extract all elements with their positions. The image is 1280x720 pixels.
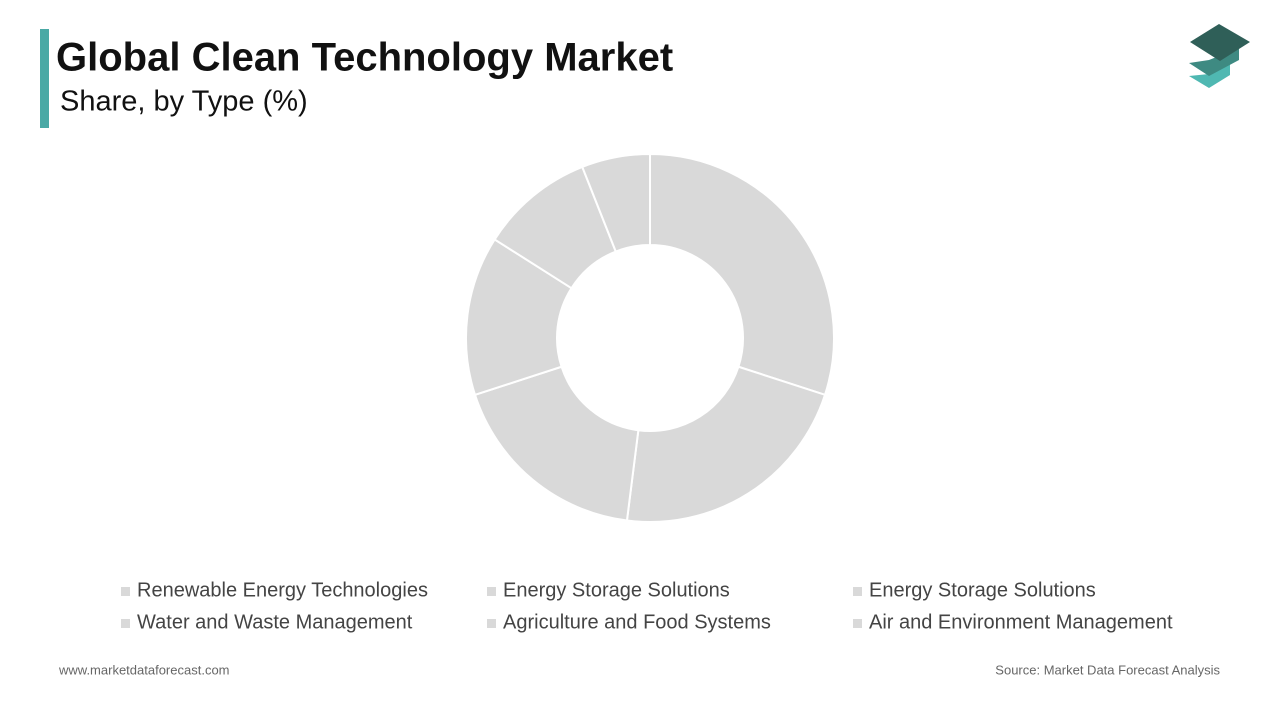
title-accent [40,29,49,128]
legend-marker [853,587,862,596]
donut-slice [625,365,827,523]
logo [1189,24,1250,88]
legend-marker [487,619,496,628]
legend-label: Water and Waste Management [137,611,413,633]
donut-slice [473,365,640,522]
legend-label: Energy Storage Solutions [503,579,730,601]
legend-label: Renewable Energy Technologies [137,579,428,601]
legend-marker [121,587,130,596]
source: Source: Market Data Forecast Analysis [995,662,1220,677]
chart-subtitle: Share, by Type (%) [60,86,308,118]
legend-label: Air and Environment Management [869,611,1173,633]
donut-slice [580,152,651,253]
legend-marker [121,619,130,628]
legend-marker [853,619,862,628]
legend-label: Agriculture and Food Systems [503,611,771,633]
chart-title: Global Clean Technology Market [56,36,673,80]
legend-marker [487,587,496,596]
legend-label: Energy Storage Solutions [869,579,1096,601]
website: www.marketdataforecast.com [58,662,230,677]
donut-slice [649,152,835,397]
